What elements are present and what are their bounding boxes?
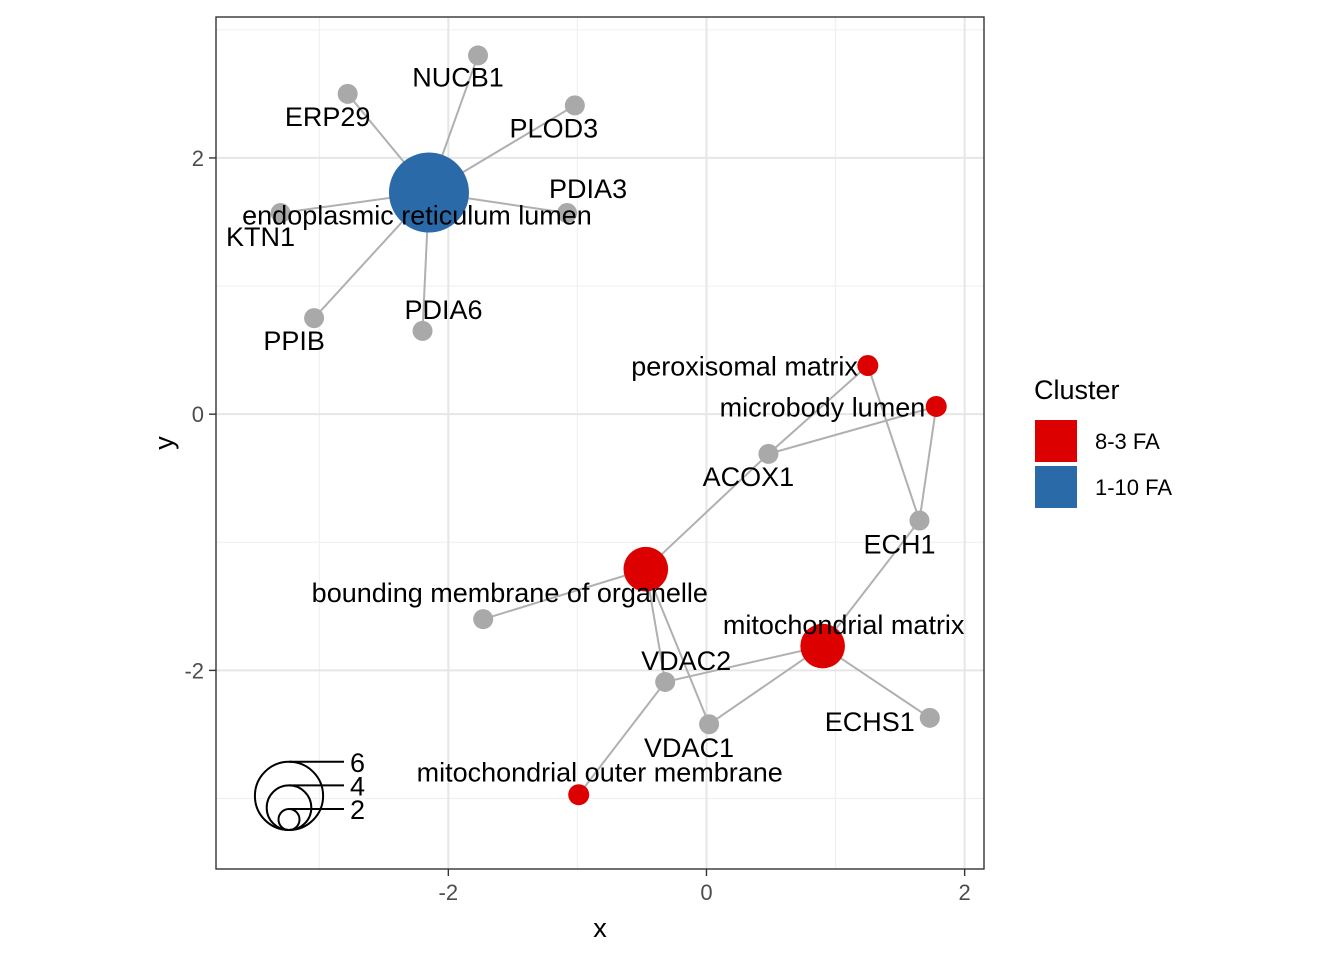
gene-node-ACOX1 <box>758 443 779 464</box>
x-tick-label-2: 2 <box>959 880 971 905</box>
y-tick-label-1: 0 <box>192 402 204 427</box>
axes: -2 0 2 -2 0 2 <box>184 146 970 905</box>
node-label-microbody: microbody lumen <box>720 392 926 422</box>
size-legend-label-2: 2 <box>350 795 365 825</box>
gene-node-PDIA6 <box>412 320 433 341</box>
node-label-mito_matrix: mitochondrial matrix <box>723 610 965 640</box>
x-tick-label-1: 0 <box>700 880 712 905</box>
edge-microbody-ACOX1 <box>768 405 937 455</box>
node-label-bounding: bounding membrane of organelle <box>312 578 708 608</box>
legend-label-0: 8-3 FA <box>1095 429 1160 454</box>
size-legend: 642 <box>253 748 365 832</box>
x-tick-label-0: -2 <box>439 880 459 905</box>
edge-mito_matrix-VDAC2 <box>664 645 823 683</box>
gene-node-NUCB1 <box>468 45 489 66</box>
edges <box>280 55 938 796</box>
edge-microbody-ECH1 <box>918 406 938 521</box>
gene-node-ECH1 <box>909 510 930 531</box>
gene-node-PDIA3 <box>557 203 578 224</box>
legend-title: Cluster <box>1034 375 1120 405</box>
legend-label-1: 1-10 FA <box>1095 475 1172 500</box>
node-labels: endoplasmic reticulum lumen NUCB1 ERP29 PLO… <box>226 62 965 787</box>
edge-mito_matrix-ECH1 <box>821 519 921 647</box>
node-label-er_lumen: endoplasmic reticulum lumen <box>242 201 592 231</box>
node-label-PLOD3: PLOD3 <box>510 113 599 143</box>
node-label-perox_matrix: peroxisomal matrix <box>631 351 858 381</box>
size-legend-label-4: 4 <box>350 771 365 801</box>
gene-node-PLOD3 <box>564 95 585 116</box>
gene-node-KTN1 <box>270 203 291 224</box>
node-label-VDAC2: VDAC2 <box>641 646 731 676</box>
node-label-NUCB1: NUCB1 <box>412 62 504 92</box>
gene-node-ERP29 <box>337 83 358 104</box>
term-node-bounding <box>623 546 669 592</box>
term-node-perox_matrix <box>857 354 879 376</box>
legend-key-1 <box>1035 466 1077 508</box>
gene-node-PPIB <box>304 308 325 329</box>
edge-bounding-VDAC1 <box>644 568 710 725</box>
nodes <box>270 45 947 806</box>
cluster-legend: Cluster 8-3 FA 1-10 FA <box>1034 375 1172 508</box>
node-label-VDAC1: VDAC1 <box>644 733 734 763</box>
node-label-ACOX1: ACOX1 <box>703 462 795 492</box>
x-axis-title: x <box>593 913 607 943</box>
legend-key-0 <box>1035 420 1077 462</box>
node-label-ERP29: ERP29 <box>285 102 371 132</box>
term-node-mito_outer <box>568 784 590 806</box>
edge-perox_matrix-ACOX1 <box>767 364 869 455</box>
edge-perox_matrix-ECH1 <box>866 365 921 521</box>
gene-node-ECHS1 <box>919 707 940 728</box>
node-label-mito_outer: mitochondrial outer membrane <box>417 758 783 788</box>
panel-border <box>215 16 985 870</box>
node-label-PDIA3: PDIA3 <box>549 174 627 204</box>
gene-node-VDAC1 <box>699 714 720 735</box>
term-node-mito_matrix <box>800 623 845 669</box>
y-axis-title: y <box>149 436 179 450</box>
gene-node-FAM <box>473 609 494 630</box>
node-label-ECH1: ECH1 <box>863 530 935 560</box>
edge-bounding-ACOX1 <box>645 453 770 570</box>
size-legend-label-6: 6 <box>350 748 365 778</box>
node-label-PPIB: PPIB <box>263 326 325 356</box>
term-node-microbody <box>925 395 947 417</box>
edge-mito_matrix-VDAC1 <box>708 645 824 726</box>
y-tick-label-2: 2 <box>192 146 204 171</box>
node-label-PDIA6: PDIA6 <box>404 295 482 325</box>
node-label-ECHS1: ECHS1 <box>825 707 915 737</box>
gene-node-VDAC2 <box>655 671 676 692</box>
node-label-KTN1: KTN1 <box>226 222 295 252</box>
term-node-er_lumen <box>388 152 469 233</box>
y-tick-label-0: -2 <box>184 658 204 683</box>
edge-mito_outer-VDAC2 <box>577 681 666 796</box>
edge-bounding-FAM <box>482 568 647 621</box>
